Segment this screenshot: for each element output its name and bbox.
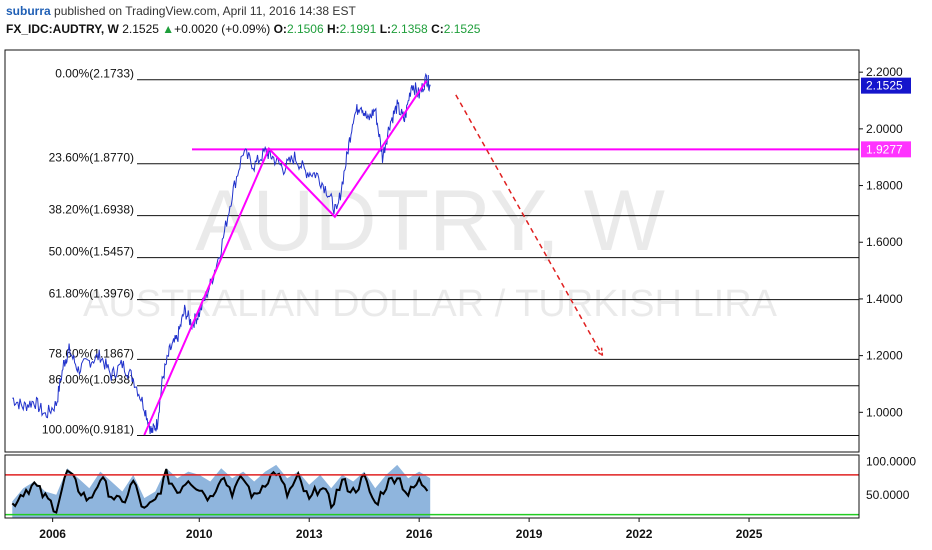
publish-info: published on TradingView.com, April 11, … <box>50 4 356 18</box>
close-label: C: <box>431 22 444 36</box>
close-value: 2.1525 <box>443 22 481 36</box>
axes: 2.2000 2.0000 1.8000 1.6000 1.4000 1.2000 1.00… <box>39 65 916 541</box>
last-price-tag: 2.1525 <box>866 79 903 93</box>
low-label: L: <box>379 22 392 36</box>
author-name[interactable]: suburra <box>6 4 51 18</box>
fib-label: 61.80%(1.3976) <box>49 287 134 301</box>
price-line <box>12 72 431 435</box>
y-tick-label: 1.8000 <box>866 179 903 193</box>
level-price-tag-bg <box>861 141 911 158</box>
zigzag-pattern <box>143 80 428 436</box>
fib-label: 50.00%(1.5457) <box>49 245 134 259</box>
y-tick-label: 1.0000 <box>866 405 903 419</box>
fib-levels: 0.00%(2.1733) 23.60%(1.8770) 38.20%(1.6938… <box>42 67 859 437</box>
x-tick-label: 2022 <box>626 527 653 541</box>
arrow-head <box>594 345 604 358</box>
oscillator-tick-label: 50.0000 <box>866 488 910 502</box>
fib-label: 0.00%(2.1733) <box>55 67 134 81</box>
oscillator-pane <box>5 464 859 518</box>
main-pane-border <box>4 49 860 453</box>
x-tick-label: 2025 <box>736 527 763 541</box>
y-tick-label: 1.4000 <box>866 292 903 306</box>
last-price-tag-bg <box>861 77 911 94</box>
oscillator-area <box>12 464 431 518</box>
open-label: O: <box>273 22 287 36</box>
watermark: AUDTRY, W AUSTRALIAN DOLLAR / TURKISH LI… <box>83 173 778 325</box>
y-tick-label: 1.2000 <box>866 349 903 363</box>
x-tick-label: 2019 <box>516 527 543 541</box>
oscillator-line <box>11 468 429 514</box>
y-tick-label: 1.6000 <box>866 235 903 249</box>
x-tick-label: 2013 <box>296 527 323 541</box>
watermark-title: AUDTRY, W <box>195 173 665 269</box>
up-arrow-icon: ▲ <box>162 22 175 36</box>
low-value: 2.1358 <box>391 22 428 36</box>
watermark-subtitle: AUSTRALIAN DOLLAR / TURKISH LIRA <box>83 283 778 325</box>
projection-arrow <box>455 94 604 356</box>
symbol-legend: FX_IDC:AUDTRY, W 2.1525 ▲+0.0020 (+0.09%… <box>6 21 480 37</box>
symbol-name: FX_IDC:AUDTRY, W <box>6 22 119 36</box>
change-value: +0.0020 (+0.09%) <box>174 22 271 36</box>
y-tick-label: 2.0000 <box>866 122 903 136</box>
fib-label: 86.00%(1.0938) <box>49 373 134 387</box>
price-series <box>12 72 859 436</box>
high-value: 2.1991 <box>339 22 377 36</box>
x-tick-label: 2006 <box>39 527 66 541</box>
open-value: 2.1506 <box>286 22 324 36</box>
fib-label: 78.60%(1.1867) <box>49 346 134 360</box>
high-label: H: <box>326 22 340 36</box>
oscillator-tick-label: 100.0000 <box>866 455 916 469</box>
y-tick-label: 2.2000 <box>866 65 903 79</box>
fib-label: 38.20%(1.6938) <box>49 203 134 217</box>
x-tick-label: 2010 <box>186 527 213 541</box>
publish-header: suburra published on TradingView.com, Ap… <box>6 3 356 20</box>
oscillator-pane-border <box>4 454 860 519</box>
fib-label: 23.60%(1.8770) <box>49 151 134 165</box>
fib-label: 100.00%(0.9181) <box>42 423 134 437</box>
chart-frame <box>4 49 860 519</box>
last-value: 2.1525 <box>122 22 159 36</box>
level-price-tag: 1.9277 <box>866 142 903 156</box>
x-tick-label: 2016 <box>406 527 433 541</box>
